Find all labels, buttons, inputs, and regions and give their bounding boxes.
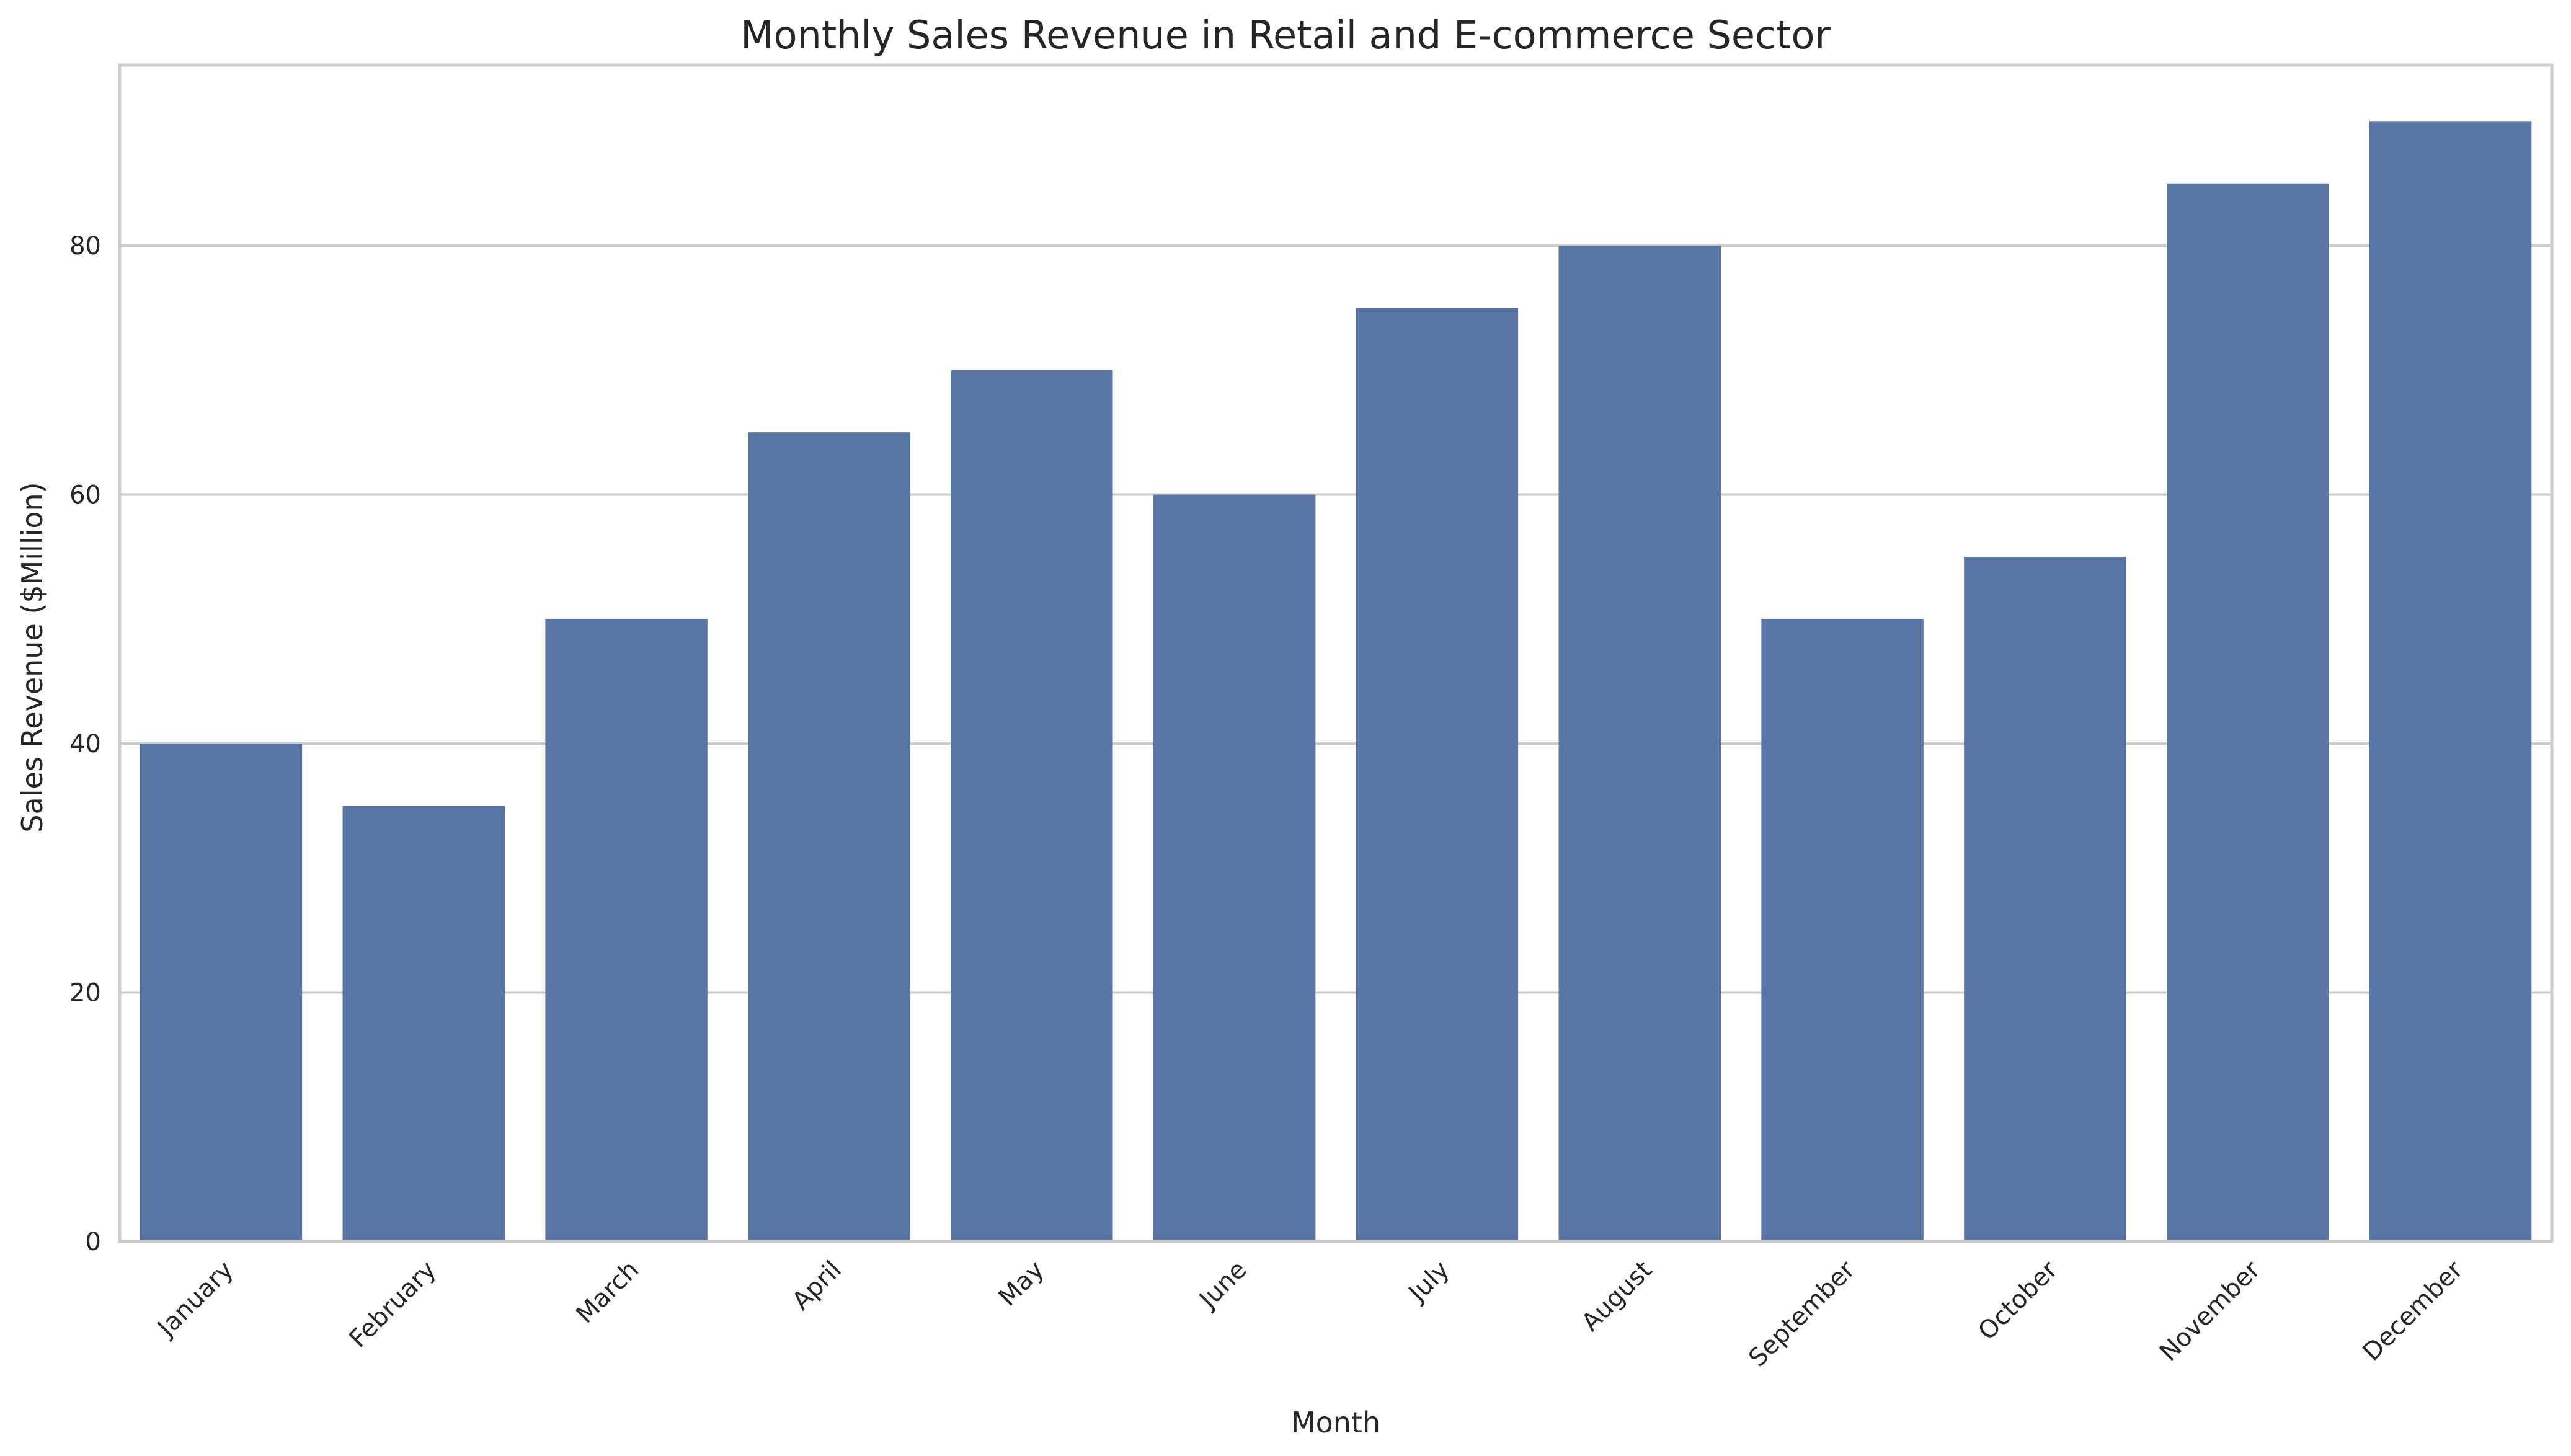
x-tick-label-june: June xyxy=(1192,1256,1252,1315)
bar-april xyxy=(748,432,910,1241)
y-tick-label: 60 xyxy=(69,481,101,510)
x-tick-label-may: May xyxy=(993,1256,1050,1312)
bar-july xyxy=(1356,308,1519,1241)
bar-december xyxy=(2369,121,2532,1241)
y-axis-label: Sales Revenue ($Million) xyxy=(16,482,49,832)
x-tick-label-october: October xyxy=(1973,1255,2063,1346)
bar-november xyxy=(2167,183,2329,1241)
y-tick-labels: 0 20 40 60 80 xyxy=(69,232,101,1256)
bar-march xyxy=(545,619,708,1241)
chart-title: Monthly Sales Revenue in Retail and E-co… xyxy=(740,12,1831,58)
y-tick-label: 80 xyxy=(69,232,101,260)
x-tick-label-september: September xyxy=(1743,1255,1860,1372)
bars xyxy=(140,121,2532,1241)
plot-frame xyxy=(118,63,2554,1243)
x-tick-label-november: November xyxy=(2154,1255,2266,1367)
bar-february xyxy=(342,806,505,1241)
y-tick-label: 0 xyxy=(86,1228,101,1256)
bar-october xyxy=(1964,556,2126,1241)
x-axis-label: Month xyxy=(1291,1406,1380,1439)
x-tick-label-august: August xyxy=(1576,1256,1658,1338)
y-tick-label: 20 xyxy=(69,979,101,1008)
x-tick-label-january: January xyxy=(151,1256,239,1344)
bar-may xyxy=(951,370,1113,1241)
bar-january xyxy=(140,744,303,1241)
x-tick-labels: January February March April May June July Augu… xyxy=(151,1255,2469,1372)
bar-august xyxy=(1558,246,1721,1241)
x-tick-label-december: December xyxy=(2357,1255,2469,1367)
y-tick-label: 40 xyxy=(69,730,101,758)
x-tick-label-february: February xyxy=(344,1256,442,1354)
x-tick-label-april: April xyxy=(787,1256,847,1316)
x-tick-label-july: July xyxy=(1402,1256,1455,1309)
x-tick-label-march: March xyxy=(571,1256,644,1329)
bar-june xyxy=(1153,494,1316,1241)
bar-september xyxy=(1761,619,1924,1241)
